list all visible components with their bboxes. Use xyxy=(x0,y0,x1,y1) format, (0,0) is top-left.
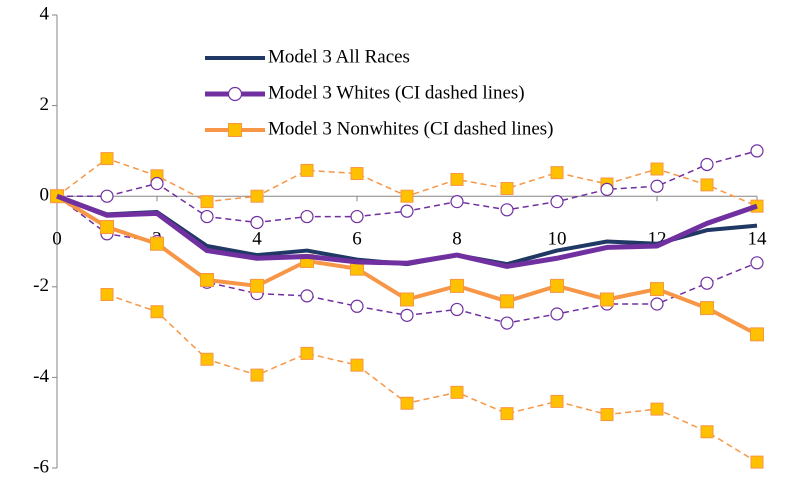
point xyxy=(450,195,464,209)
point xyxy=(550,307,564,321)
point xyxy=(700,301,714,316)
point xyxy=(250,368,264,382)
point xyxy=(600,182,614,197)
point xyxy=(700,425,714,439)
point xyxy=(550,394,564,408)
point xyxy=(450,302,464,317)
x-tick-label: 0 xyxy=(52,229,62,250)
y-tick-label: -4 xyxy=(33,366,49,387)
x-tick-label: 4 xyxy=(252,229,262,250)
point xyxy=(350,167,364,181)
point xyxy=(700,157,714,172)
point xyxy=(400,292,414,307)
y-tick-label: 0 xyxy=(40,185,50,206)
point xyxy=(250,278,264,293)
x-tick-label: 8 xyxy=(452,229,462,250)
point xyxy=(550,195,564,209)
point xyxy=(650,282,664,297)
point xyxy=(100,189,114,203)
point xyxy=(200,273,214,288)
point xyxy=(450,278,464,293)
point xyxy=(500,203,514,217)
point xyxy=(150,176,164,191)
x-tick-label: 14 xyxy=(748,229,768,250)
point xyxy=(450,172,464,186)
series-line xyxy=(56,193,758,269)
point xyxy=(100,152,114,166)
legend-marker xyxy=(227,86,243,102)
point xyxy=(100,288,114,302)
point xyxy=(750,256,764,270)
x-tick-label: 6 xyxy=(352,229,362,250)
point xyxy=(400,189,414,203)
point xyxy=(350,299,364,313)
legend-marker xyxy=(228,123,242,137)
point xyxy=(250,215,264,230)
point xyxy=(750,455,764,469)
point xyxy=(650,297,664,311)
point xyxy=(150,236,164,251)
point xyxy=(350,209,364,224)
point xyxy=(400,396,414,410)
point xyxy=(750,327,764,342)
point xyxy=(300,289,314,303)
y-tick-label: -2 xyxy=(33,275,49,296)
point xyxy=(500,181,514,195)
point xyxy=(100,220,114,235)
point xyxy=(600,408,614,422)
point xyxy=(200,209,214,224)
point xyxy=(550,166,564,180)
legend-label: Model 3 Nonwhites (CI dashed lines) xyxy=(268,118,553,139)
point xyxy=(150,305,164,319)
point xyxy=(350,358,364,372)
point xyxy=(200,195,214,209)
point xyxy=(700,276,714,290)
point xyxy=(450,385,464,399)
point xyxy=(700,178,714,192)
point xyxy=(750,144,764,158)
point xyxy=(650,179,664,193)
point xyxy=(300,346,314,360)
point xyxy=(650,162,664,176)
point xyxy=(300,163,314,177)
legend-label: Model 3 All Races xyxy=(268,46,410,67)
point xyxy=(200,352,214,366)
point xyxy=(400,308,414,322)
y-tick-label: 4 xyxy=(40,3,50,24)
point xyxy=(300,209,314,224)
point xyxy=(500,407,514,421)
legend-label: Model 3 Whites (CI dashed lines) xyxy=(268,82,525,103)
point xyxy=(650,402,664,416)
point xyxy=(500,316,514,330)
point xyxy=(400,204,414,218)
point xyxy=(600,292,614,307)
x-tick-label: 10 xyxy=(548,229,567,250)
point xyxy=(550,278,564,293)
point xyxy=(500,294,514,309)
y-tick-label: 2 xyxy=(40,94,50,115)
ci-line xyxy=(106,293,758,463)
point xyxy=(250,189,264,203)
y-tick-label: -6 xyxy=(33,456,49,477)
